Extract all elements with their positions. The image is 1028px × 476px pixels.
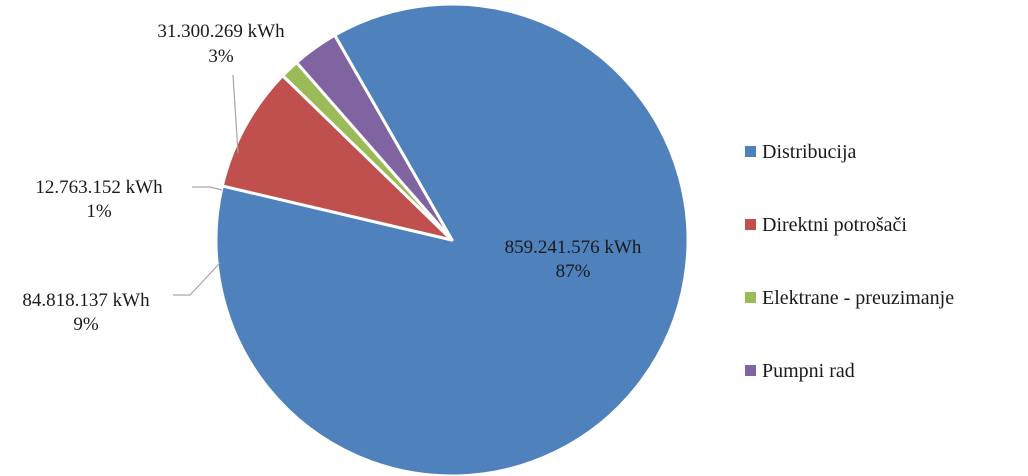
- leader-line-pumpni-rad: [233, 75, 238, 153]
- data-label-direktni-value: 84.818.137 kWh: [22, 290, 150, 311]
- legend-item-pumpni: Pumpni rad: [745, 353, 1028, 389]
- legend-swatch-elektrane: [745, 292, 756, 303]
- legend-item-distribucija: Distribucija: [745, 134, 1028, 170]
- legend-label-direktni: Direktni potrošači: [762, 214, 907, 236]
- legend-swatch-direktni: [745, 219, 756, 230]
- data-label-pumpni-percent: 3%: [208, 46, 234, 67]
- leader-line-direktni: [173, 263, 220, 295]
- data-label-elektrane-value: 12.763.152 kWh: [35, 177, 163, 198]
- data-label-pumpni-value: 31.300.269 kWh: [157, 21, 285, 42]
- data-label-distribucija-value: 859.241.576 kWh: [505, 237, 642, 258]
- legend-label-pumpni: Pumpni rad: [762, 360, 855, 382]
- data-label-elektrane-percent: 1%: [86, 201, 112, 222]
- legend-label-distribucija: Distribucija: [762, 141, 856, 163]
- legend-swatch-pumpni: [745, 365, 756, 376]
- legend-item-elektrane: Elektrane - preuzimanje: [745, 280, 1028, 316]
- leader-line-elektrane: [192, 187, 222, 190]
- legend-item-direktni: Direktni potrošači: [745, 207, 1028, 243]
- legend-swatch-distribucija: [745, 146, 756, 157]
- data-label-direktni-percent: 9%: [73, 314, 99, 335]
- legend: Distribucija Direktni potrošači Elektran…: [745, 134, 1028, 426]
- data-label-distribucija-percent: 87%: [556, 261, 591, 282]
- legend-label-elektrane: Elektrane - preuzimanje: [762, 287, 954, 309]
